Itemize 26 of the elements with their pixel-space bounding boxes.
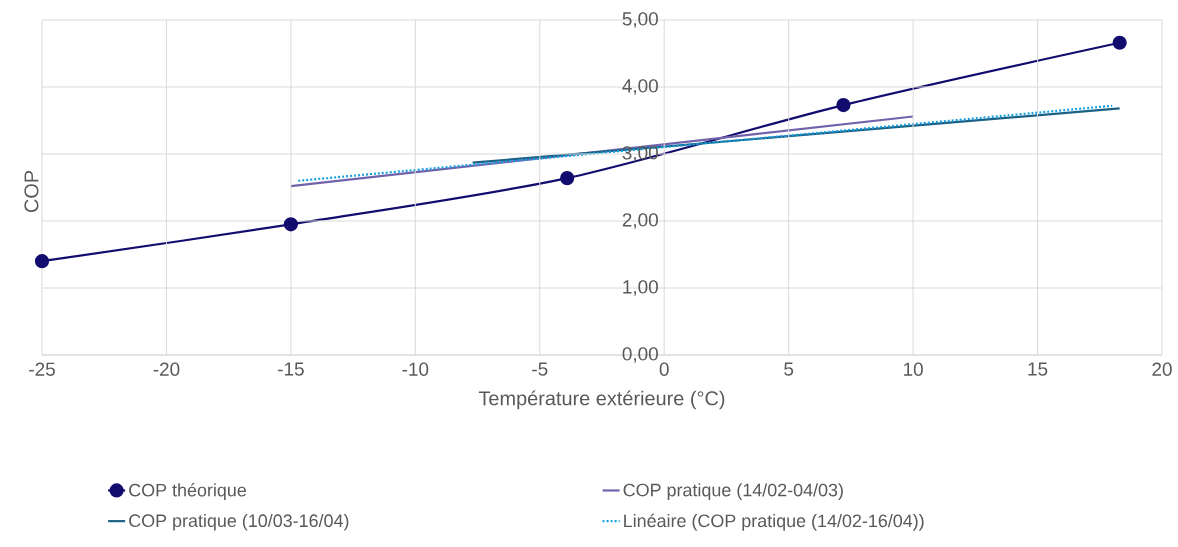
x-tick-label: 20 [1152,362,1172,376]
y-axis-title: COP [24,170,39,213]
legend-label: Linéaire (COP pratique (14/02-16/04)) [624,513,924,531]
x-tick-label: -5 [532,362,548,376]
legend-label: COP pratique (14/02-04/03) [623,483,843,500]
legend-label: COP théorique [129,483,247,501]
x-tick-label: 0 [659,362,669,376]
point [283,217,298,232]
x-tick-label: -25 [29,362,55,376]
y-tick-label: 2,00 [622,213,658,229]
point [1112,35,1127,50]
x-tick-label: 10 [904,362,923,376]
x-tick-label: 15 [1028,362,1048,376]
x-tick-label: 5 [784,362,794,376]
y-tick-label: 4,00 [622,79,658,95]
y-tick-label: 1,00 [623,280,658,296]
point [34,254,50,269]
y-tick-label: 5,00 [622,12,658,28]
x-axis-title: Température extérieure (°C) [478,390,725,410]
x-tick-label: -15 [278,362,304,376]
x-tick-label: -20 [153,362,180,376]
point [836,97,851,113]
y-tick-label: 0,00 [622,347,658,363]
x-tick-label: -10 [402,362,429,376]
point [560,171,575,186]
legend-label: COP pratique (10/03-16/04) [129,513,349,531]
